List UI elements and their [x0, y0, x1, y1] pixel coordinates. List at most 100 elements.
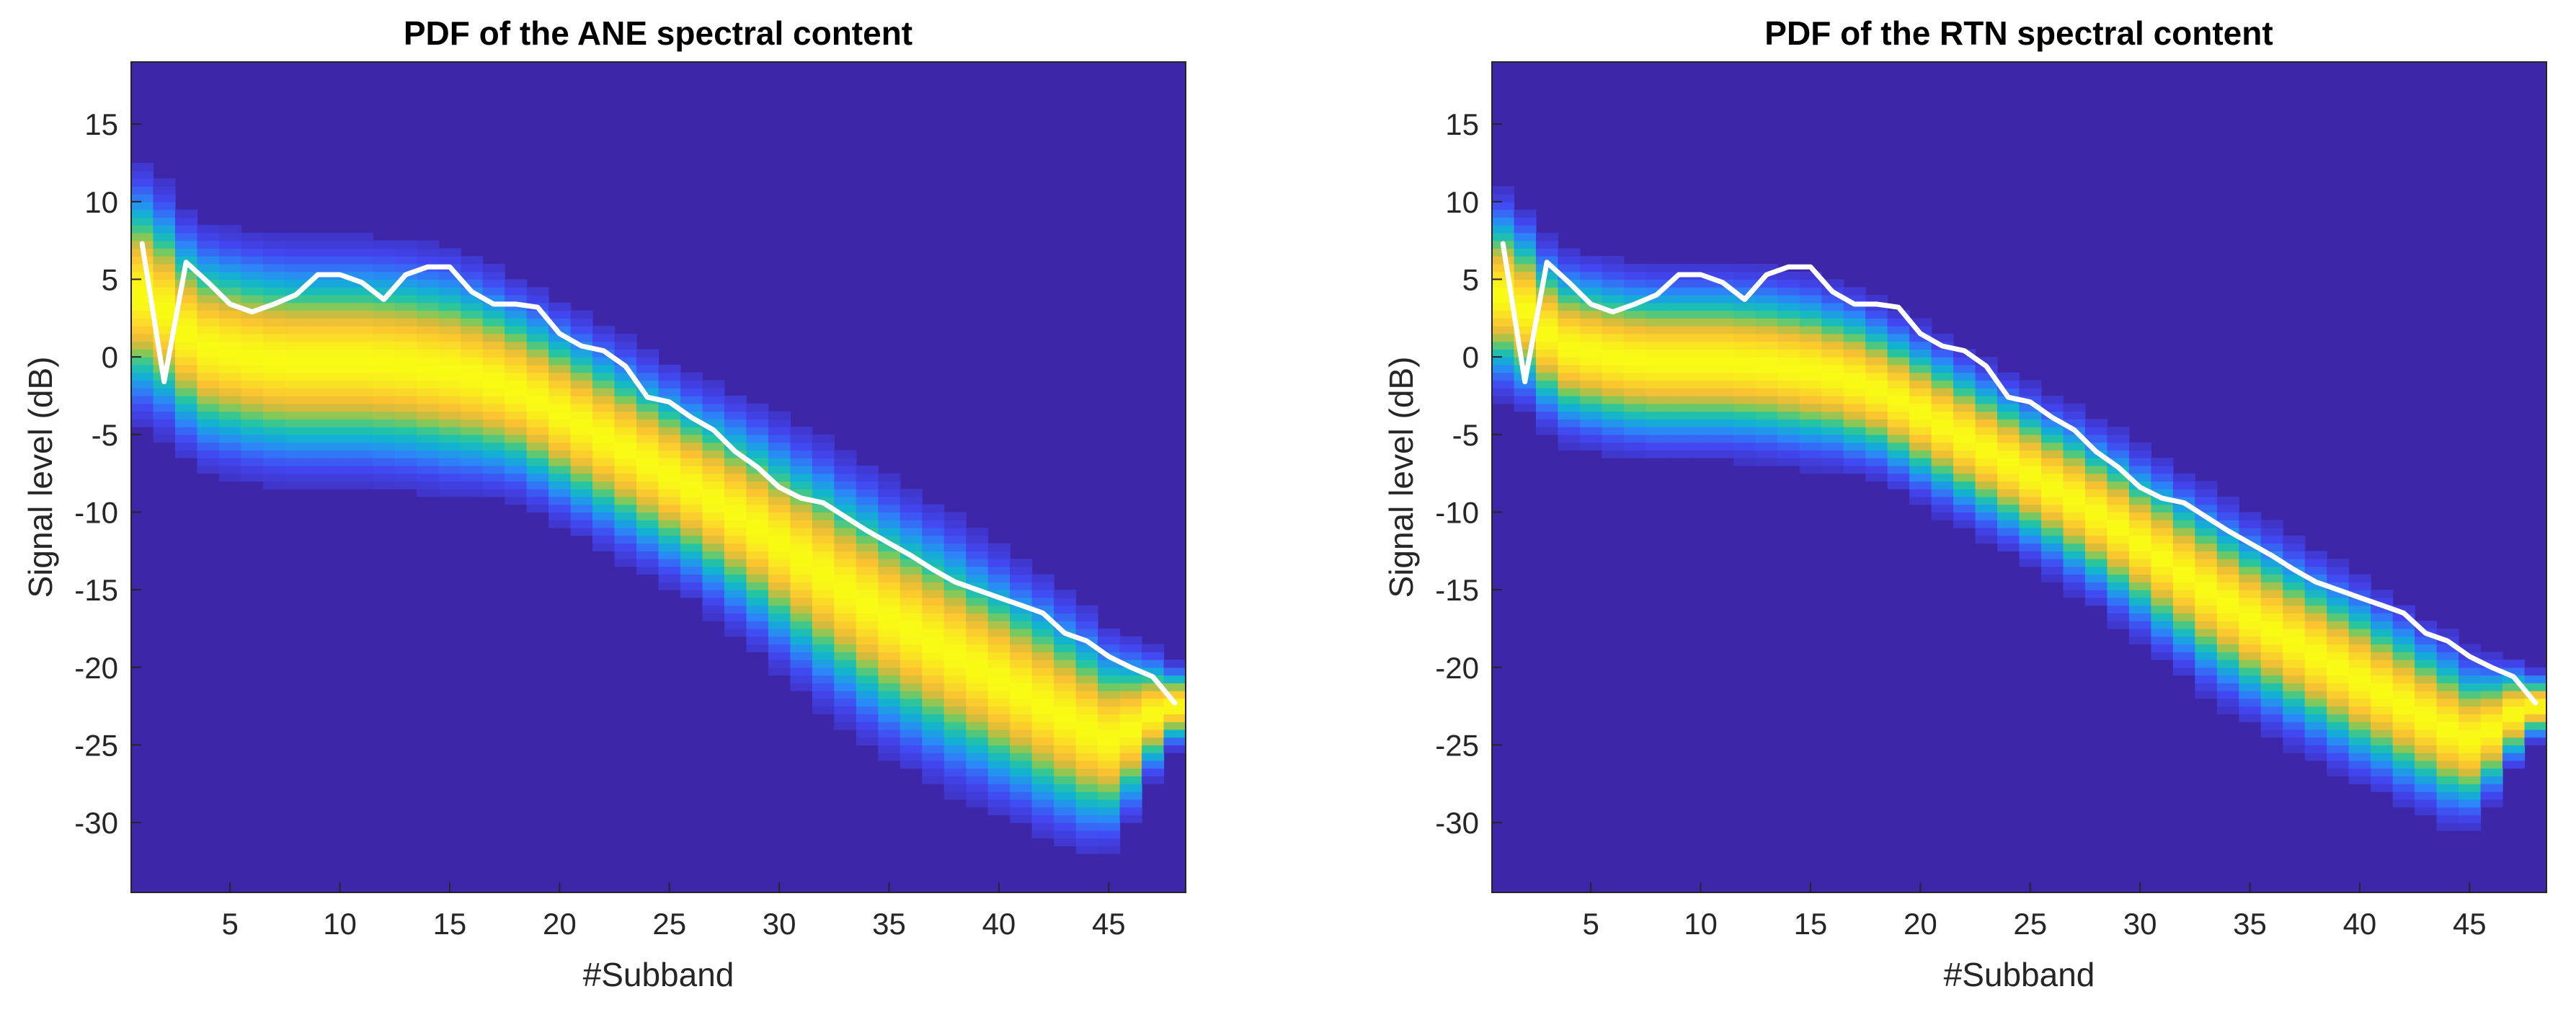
density-cell [394, 248, 417, 257]
density-cell [1733, 364, 1756, 373]
density-cell [2436, 706, 2459, 714]
density-cell [2260, 698, 2283, 707]
chart-panel-1: 5 10 15 20 25 30 35 40 45151050-5-10-15-20-25-30… [22, 14, 1186, 993]
density-cell [373, 380, 396, 389]
density-cell [1514, 318, 1537, 327]
density-cell [768, 660, 791, 668]
density-cell [1733, 318, 1756, 327]
density-cell [900, 535, 923, 544]
density-cell [1799, 450, 1822, 458]
density-cell [1887, 349, 1910, 358]
density-cell [197, 419, 220, 427]
density-cell [746, 496, 769, 505]
density-cell [1492, 194, 1515, 203]
density-cell [1623, 341, 1646, 350]
density-cell [658, 434, 681, 443]
density-cell [1031, 605, 1054, 614]
density-cell [461, 349, 484, 358]
density-cell [2128, 566, 2151, 575]
density-cell [2107, 504, 2130, 513]
density-cell [592, 442, 616, 451]
density-cell [680, 520, 703, 528]
density-cell [2436, 652, 2459, 660]
density-cell [636, 473, 659, 482]
density-cell [746, 481, 769, 489]
density-cell [856, 605, 879, 614]
density-cell [2084, 520, 2108, 528]
density-cell [262, 427, 285, 435]
density-cell [153, 240, 176, 249]
density-cell [1887, 388, 1910, 396]
density-cell [768, 512, 791, 520]
density-cell [241, 232, 264, 241]
density-cell [548, 512, 572, 520]
density-cell [592, 473, 616, 482]
density-cell [1755, 380, 1778, 389]
density-cell [2524, 675, 2547, 683]
density-cell [218, 388, 241, 396]
density-cell [2304, 597, 2327, 606]
density-cell [614, 527, 637, 536]
density-cell [1887, 481, 1910, 489]
density-cell [2019, 496, 2042, 505]
density-cell [461, 380, 484, 389]
density-cell [1602, 256, 1625, 265]
density-cell [417, 395, 440, 404]
density-cell [2151, 597, 2174, 606]
x-tick-label: 45 [2453, 907, 2487, 941]
density-cell [2128, 496, 2151, 505]
density-cell [2436, 753, 2459, 761]
density-cell [570, 450, 593, 458]
density-cell [702, 403, 725, 412]
density-cell [1887, 411, 1910, 420]
density-cell [329, 403, 352, 412]
density-cell [1821, 318, 1844, 327]
density-cell [2239, 566, 2262, 575]
density-cell [174, 248, 198, 257]
density-cell [2063, 551, 2086, 559]
density-cell [746, 489, 769, 497]
density-cell [1777, 349, 1800, 358]
density-cell [329, 473, 352, 482]
density-cell [2216, 590, 2239, 598]
density-cell [1098, 667, 1121, 676]
density-cell [943, 791, 967, 800]
density-cell [2216, 644, 2239, 652]
y-tick-label: -5 [1452, 418, 1479, 452]
density-cell [702, 458, 725, 466]
density-cell [1075, 838, 1098, 847]
density-cell [2502, 660, 2526, 668]
density-cell [1535, 271, 1559, 280]
density-cell [1909, 388, 1932, 396]
density-cell [1975, 520, 1998, 528]
density-cell [2459, 784, 2482, 792]
density-cell [1602, 442, 1625, 451]
density-cell [900, 691, 923, 699]
density-cell [548, 489, 572, 497]
density-cell [2392, 683, 2415, 691]
density-cell [592, 512, 616, 520]
density-cell [306, 294, 329, 303]
density-cell [1054, 675, 1077, 683]
density-cell [1031, 799, 1054, 808]
density-cell [1535, 372, 1559, 381]
density-cell [197, 232, 220, 241]
density-cell [394, 333, 417, 342]
density-cell [131, 326, 154, 334]
density-cell [1997, 489, 2020, 497]
density-cell [966, 582, 989, 590]
density-cell [394, 349, 417, 358]
density-cell [373, 427, 396, 435]
density-cell [570, 403, 593, 412]
density-cell [1711, 380, 1734, 389]
density-cell [1909, 364, 1932, 373]
density-cell [658, 582, 681, 590]
density-cell [1054, 621, 1077, 629]
density-cell [1799, 279, 1822, 288]
density-cell [548, 395, 572, 404]
density-cell [1602, 279, 1625, 288]
density-cell [724, 512, 747, 520]
density-cell [438, 372, 461, 381]
density-cell [1711, 411, 1734, 420]
density-cell [1031, 644, 1054, 652]
